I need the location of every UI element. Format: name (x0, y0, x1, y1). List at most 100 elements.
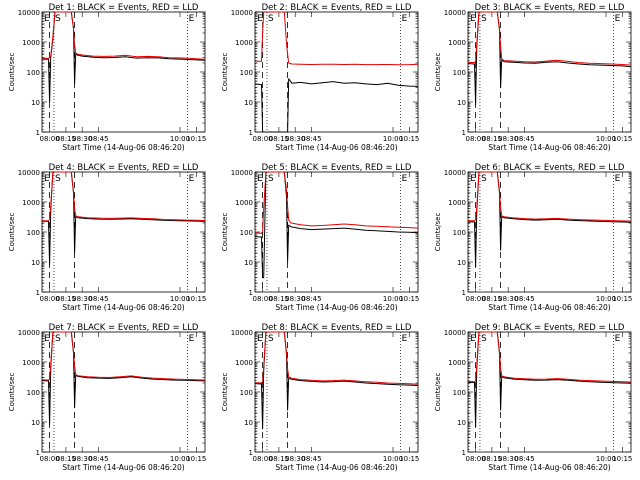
y-tick-label: 10000 (18, 169, 40, 177)
y-tick-label: 10 (31, 259, 40, 267)
y-axis-label: Counts/sec (434, 373, 442, 412)
x-tick-label: 08:15 (56, 295, 76, 303)
x-tick-label: 08:30 (285, 295, 305, 303)
marker-label: E (189, 174, 195, 184)
x-tick-label: 08:30 (498, 455, 518, 463)
x-tick-label: 08:45 (514, 295, 534, 303)
y-tick-label: 1000 (235, 39, 253, 47)
x-tick-label: 08:15 (482, 295, 502, 303)
x-tick-label: 10:15 (612, 455, 632, 463)
x-tick-label: 08:15 (482, 135, 502, 143)
series-lld-line (254, 331, 419, 385)
x-tick-label: 08:30 (285, 455, 305, 463)
marker-label: E (615, 174, 621, 184)
plot-frame (254, 331, 419, 453)
y-axis-label: Counts/sec (8, 373, 16, 412)
x-tick-label: 08:00 (466, 135, 486, 143)
y-tick-label: 100 (453, 69, 466, 77)
x-tick-label: 08:30 (72, 295, 92, 303)
y-tick-label: 10 (244, 259, 253, 267)
detector-panel: Det 3: BLACK = Events, RED = LLD 1 10 100 10… (434, 3, 632, 152)
y-tick-label: 10 (31, 419, 40, 427)
x-tick-label: 10:00 (170, 455, 190, 463)
panel-title: Det 7: BLACK = Events, RED = LLD (49, 323, 199, 333)
x-tick-label: 10:00 (596, 135, 616, 143)
y-axis-label: Counts/sec (434, 53, 442, 92)
series-events-line (467, 11, 632, 106)
x-tick-label: 08:15 (269, 295, 289, 303)
x-axis-label: Start Time (14-Aug-06 08:46:20) (275, 303, 397, 312)
marker-label: E (257, 334, 263, 344)
y-tick-label: 1 (462, 289, 466, 297)
marker-label: E (189, 334, 195, 344)
x-tick-label: 10:00 (596, 295, 616, 303)
detector-panel: Det 8: BLACK = Events, RED = LLD 1 10 100 10… (221, 323, 419, 472)
plot-frame (467, 331, 632, 453)
x-tick-label: 10:15 (399, 295, 419, 303)
marker-label: S (268, 174, 274, 184)
plot-frame (41, 171, 206, 293)
x-tick-label: 10:00 (383, 455, 403, 463)
marker-label: E (615, 334, 621, 344)
y-tick-label: 10000 (444, 329, 466, 337)
y-tick-label: 10000 (231, 9, 253, 17)
marker-label: S (268, 14, 274, 24)
x-tick-label: 10:15 (399, 135, 419, 143)
series-lld-line (467, 11, 632, 66)
marker-label: E (402, 174, 408, 184)
y-tick-label: 1000 (22, 199, 40, 207)
x-axis-label: Start Time (14-Aug-06 08:46:20) (488, 143, 610, 152)
y-tick-label: 1 (36, 449, 40, 457)
marker-label: S (481, 334, 487, 344)
y-tick-label: 1 (249, 289, 253, 297)
marker-label: S (481, 14, 487, 24)
series-lld-line (467, 331, 632, 383)
y-axis-label: Counts/sec (221, 213, 229, 252)
series-events-line (467, 171, 632, 268)
marker-label: E (470, 174, 476, 184)
y-tick-label: 100 (240, 69, 253, 77)
series-lld-line (254, 11, 419, 66)
marker-label: E (44, 174, 50, 184)
x-tick-label: 08:45 (301, 135, 321, 143)
x-axis-label: Start Time (14-Aug-06 08:46:20) (62, 463, 184, 472)
detector-panel: Det 9: BLACK = Events, RED = LLD 1 10 100 10… (434, 323, 632, 472)
y-tick-label: 1 (36, 129, 40, 137)
x-tick-label: 10:15 (612, 135, 632, 143)
y-tick-label: 10 (457, 419, 466, 427)
y-tick-label: 10 (244, 99, 253, 107)
y-tick-label: 100 (453, 229, 466, 237)
x-tick-label: 10:00 (383, 135, 403, 143)
plot-frame (254, 11, 419, 133)
y-tick-label: 1 (36, 289, 40, 297)
panel-title: Det 8: BLACK = Events, RED = LLD (262, 323, 412, 333)
x-tick-label: 08:30 (72, 455, 92, 463)
marker-label: E (402, 334, 408, 344)
y-tick-label: 100 (27, 389, 40, 397)
y-tick-label: 1000 (22, 359, 40, 367)
y-tick-label: 10000 (444, 169, 466, 177)
x-tick-label: 08:00 (466, 455, 486, 463)
y-tick-label: 1 (249, 449, 253, 457)
detector-panel: Det 6: BLACK = Events, RED = LLD 1 10 100 10… (434, 163, 632, 312)
y-axis-label: Counts/sec (8, 53, 16, 92)
panel-title: Det 5: BLACK = Events, RED = LLD (262, 163, 412, 173)
x-tick-label: 10:15 (399, 455, 419, 463)
panel-title: Det 3: BLACK = Events, RED = LLD (475, 3, 625, 13)
x-axis-label: Start Time (14-Aug-06 08:46:20) (62, 303, 184, 312)
x-tick-label: 08:15 (269, 135, 289, 143)
x-tick-label: 08:45 (301, 455, 321, 463)
x-tick-label: 10:15 (186, 295, 206, 303)
marker-label: S (268, 334, 274, 344)
series-lld-line (41, 331, 206, 381)
marker-label: S (55, 14, 61, 24)
x-tick-label: 10:00 (170, 135, 190, 143)
x-tick-label: 08:30 (285, 135, 305, 143)
marker-label: E (257, 174, 263, 184)
series-lld-line (41, 11, 206, 60)
y-tick-label: 100 (453, 389, 466, 397)
x-axis-label: Start Time (14-Aug-06 08:46:20) (275, 463, 397, 472)
marker-label: E (44, 334, 50, 344)
y-axis-label: Counts/sec (8, 213, 16, 252)
